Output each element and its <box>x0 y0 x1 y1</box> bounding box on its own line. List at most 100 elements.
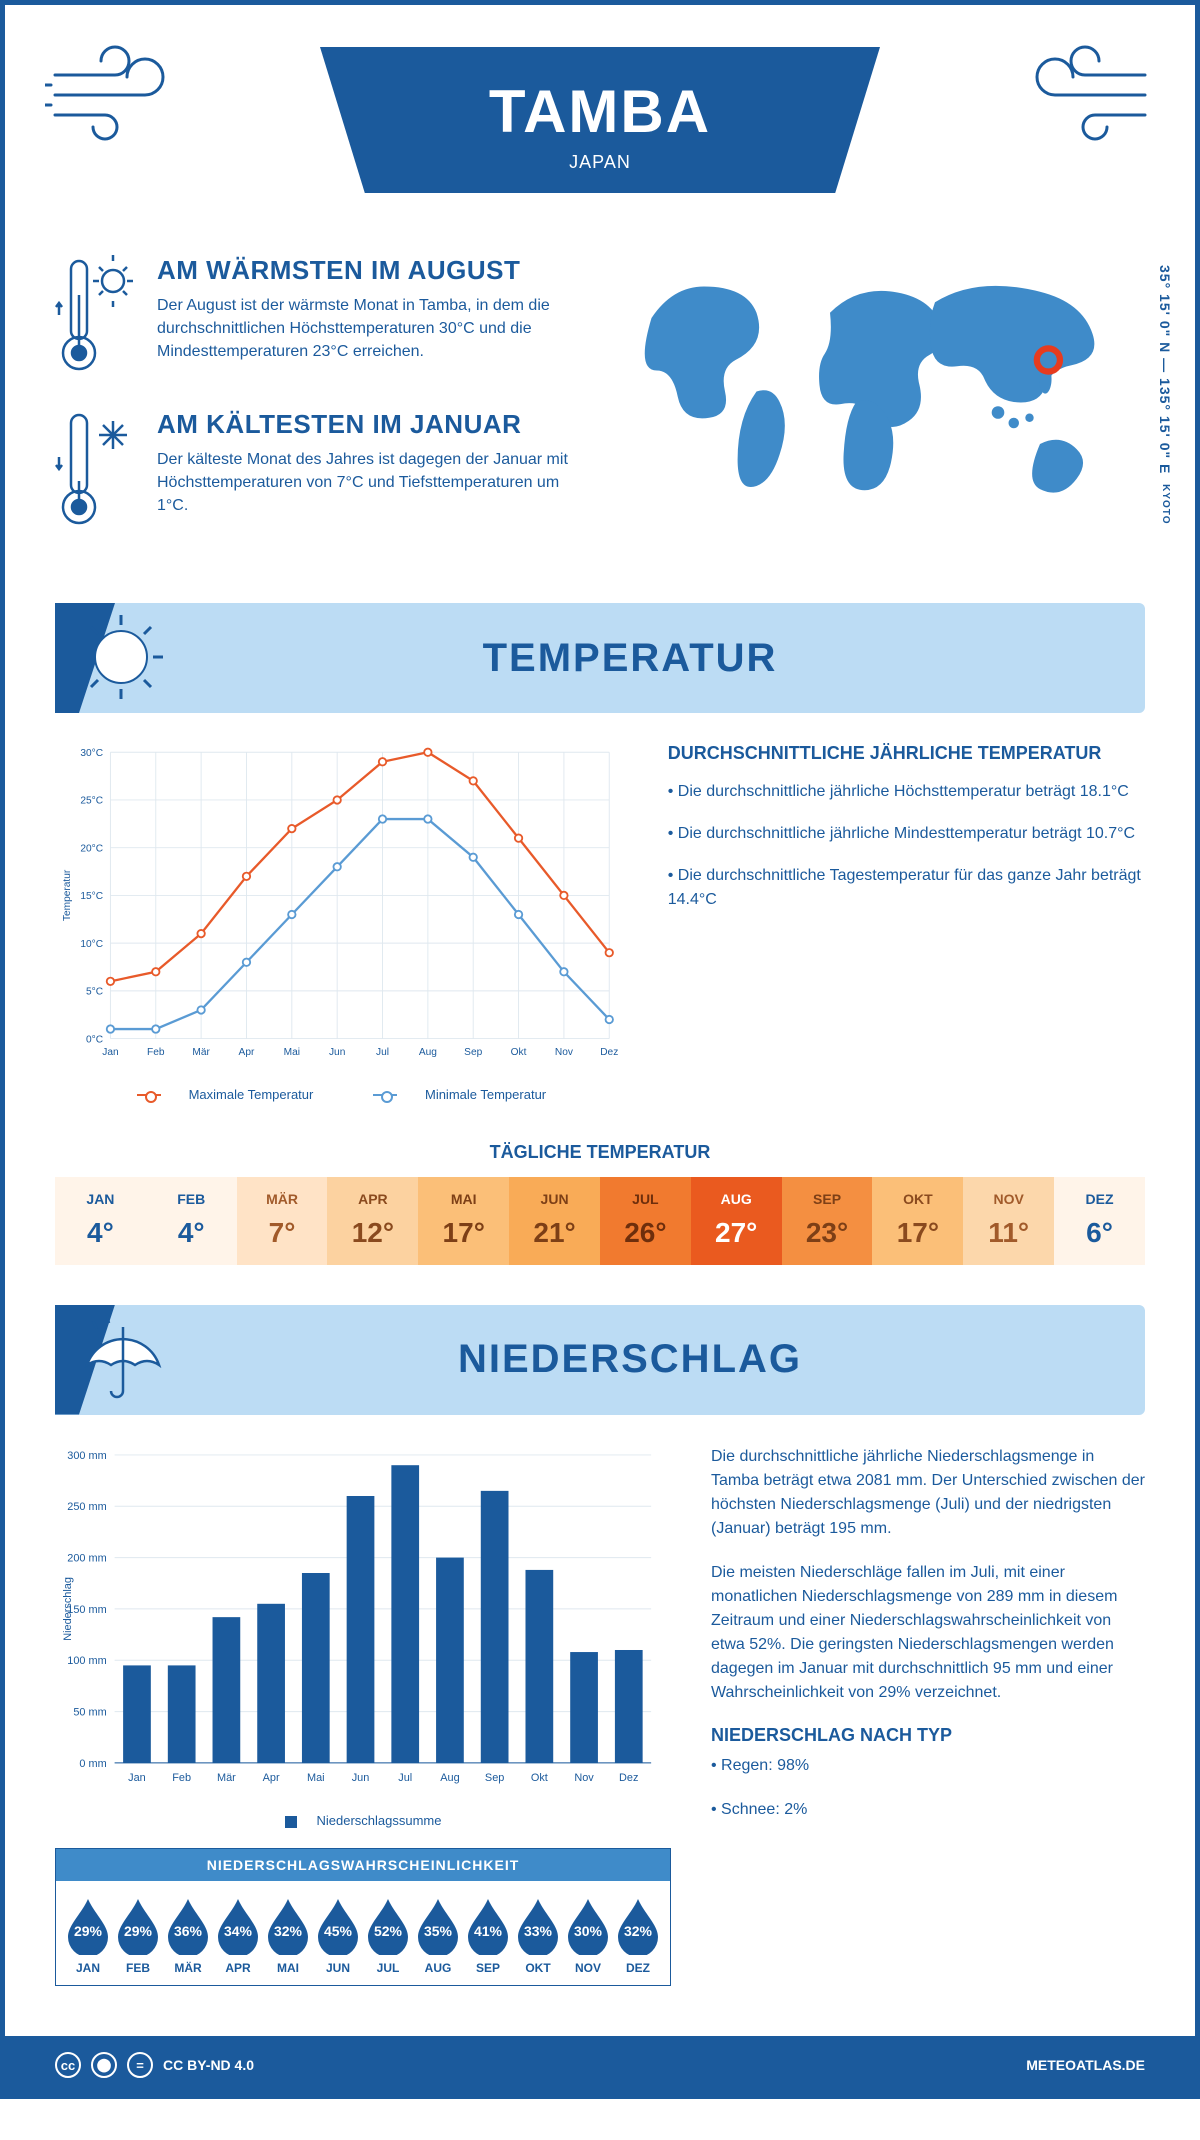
svg-text:Apr: Apr <box>263 1771 280 1783</box>
svg-text:20°C: 20°C <box>80 843 103 854</box>
svg-text:0 mm: 0 mm <box>79 1757 106 1769</box>
prob-drop: 30% NOV <box>564 1897 612 1975</box>
svg-text:Niederschlag: Niederschlag <box>62 1577 74 1641</box>
daily-cell: SEP23° <box>782 1177 873 1265</box>
temp-legend: .lg-sw[style*="e85a2a"]::after{border:2p… <box>55 1087 628 1102</box>
coldest-text: Der kälteste Monat des Jahres ist dagege… <box>157 448 580 518</box>
temp-chart: 0°C 5°C 10°C 15°C 20°C 25°C 30°C Jan Feb Mär Apr Ma… <box>55 743 628 1102</box>
prob-drop: 45% JUN <box>314 1897 362 1975</box>
daily-temp-row: JAN4°FEB4°MÄR7°APR12°MAI17°JUN21°JUL26°A… <box>55 1177 1145 1265</box>
wind-icon <box>45 45 185 145</box>
svg-text:Jan: Jan <box>102 1047 118 1058</box>
svg-text:10°C: 10°C <box>80 939 103 950</box>
coldest-block: AM KÄLTESTEN IM JANUAR Der kälteste Mona… <box>55 409 580 529</box>
precip-chart: 0 mm50 mm100 mm150 mm200 mm250 mm300 mmJ… <box>55 1445 671 1803</box>
precip-para1: Die durchschnittliche jährliche Niedersc… <box>711 1445 1145 1541</box>
svg-text:Jun: Jun <box>329 1047 345 1058</box>
svg-text:50 mm: 50 mm <box>73 1706 106 1718</box>
world-map <box>620 255 1145 528</box>
svg-text:250 mm: 250 mm <box>67 1501 106 1513</box>
umbrella-icon <box>73 1311 169 1407</box>
city-title: TAMBA <box>460 77 740 146</box>
country-subtitle: JAPAN <box>460 152 740 173</box>
warmest-text: Der August ist der wärmste Monat in Tamb… <box>157 294 580 364</box>
license: cc ⬤ = CC BY-ND 4.0 <box>55 2052 254 2078</box>
svg-text:Mär: Mär <box>217 1771 236 1783</box>
prob-drop: 52% JUL <box>364 1897 412 1975</box>
header: TAMBA JAPAN <box>5 5 1195 235</box>
coords-label: 35° 15' 0" N — 135° 15' 0" E KYOTO <box>1157 265 1173 525</box>
temp-section-title: TEMPERATUR <box>115 636 1145 681</box>
prob-drop: 34% APR <box>214 1897 262 1975</box>
daily-cell: DEZ6° <box>1054 1177 1145 1265</box>
prob-drop: 29% JAN <box>64 1897 112 1975</box>
svg-text:Temperatur: Temperatur <box>62 869 73 921</box>
daily-cell: NOV11° <box>963 1177 1054 1265</box>
page: TAMBA JAPAN <box>0 0 1200 2099</box>
avg-temp-b2: • Die durchschnittliche jährliche Mindes… <box>668 822 1145 846</box>
precip-legend: Niederschlagssumme <box>55 1813 671 1828</box>
svg-text:Jun: Jun <box>352 1771 370 1783</box>
svg-text:Apr: Apr <box>239 1047 255 1058</box>
svg-text:Sep: Sep <box>464 1047 482 1058</box>
thermometer-cold-icon <box>55 409 135 529</box>
daily-cell: AUG27° <box>691 1177 782 1265</box>
daily-cell: JUN21° <box>509 1177 600 1265</box>
svg-text:100 mm: 100 mm <box>67 1655 106 1667</box>
daily-cell: JUL26° <box>600 1177 691 1265</box>
intro-row: AM WÄRMSTEN IM AUGUST Der August ist der… <box>5 235 1195 593</box>
svg-text:Jul: Jul <box>376 1047 389 1058</box>
daily-cell: FEB4° <box>146 1177 237 1265</box>
daily-cell: MAI17° <box>418 1177 509 1265</box>
svg-text:0°C: 0°C <box>86 1034 103 1045</box>
svg-text:Mai: Mai <box>284 1047 300 1058</box>
footer: cc ⬤ = CC BY-ND 4.0 METEOATLAS.DE <box>5 2036 1195 2094</box>
thermometer-hot-icon <box>55 255 135 375</box>
daily-cell: JAN4° <box>55 1177 146 1265</box>
precip-section-bar: NIEDERSCHLAG <box>55 1305 1145 1415</box>
prob-drop: 33% OKT <box>514 1897 562 1975</box>
svg-text:Sep: Sep <box>485 1771 504 1783</box>
temp-section-bar: TEMPERATUR <box>55 603 1145 713</box>
svg-text:25°C: 25°C <box>80 796 103 807</box>
svg-text:Aug: Aug <box>419 1047 437 1058</box>
svg-text:Jul: Jul <box>398 1771 412 1783</box>
svg-text:5°C: 5°C <box>86 987 103 998</box>
svg-text:Okt: Okt <box>511 1047 527 1058</box>
svg-text:Okt: Okt <box>531 1771 548 1783</box>
warmest-title: AM WÄRMSTEN IM AUGUST <box>157 255 580 286</box>
precip-type2: • Schnee: 2% <box>711 1798 1145 1822</box>
daily-cell: MÄR7° <box>237 1177 328 1265</box>
svg-text:Mär: Mär <box>192 1047 210 1058</box>
warmest-block: AM WÄRMSTEN IM AUGUST Der August ist der… <box>55 255 580 375</box>
precip-type1: • Regen: 98% <box>711 1754 1145 1778</box>
svg-text:Jan: Jan <box>128 1771 146 1783</box>
svg-text:Dez: Dez <box>600 1047 618 1058</box>
sun-icon <box>73 609 169 705</box>
svg-text:15°C: 15°C <box>80 891 103 902</box>
prob-drop: 29% FEB <box>114 1897 162 1975</box>
prob-drop: 35% AUG <box>414 1897 462 1975</box>
precip-para2: Die meisten Niederschläge fallen im Juli… <box>711 1561 1145 1705</box>
avg-temp-title: DURCHSCHNITTLICHE JÄHRLICHE TEMPERATUR <box>668 743 1145 764</box>
daily-cell: APR12° <box>327 1177 418 1265</box>
prob-title: NIEDERSCHLAGSWAHRSCHEINLICHKEIT <box>56 1849 670 1881</box>
svg-text:Feb: Feb <box>147 1047 165 1058</box>
svg-text:30°C: 30°C <box>80 748 103 759</box>
wind-icon <box>1015 45 1155 145</box>
svg-text:Feb: Feb <box>172 1771 191 1783</box>
svg-text:200 mm: 200 mm <box>67 1552 106 1564</box>
prob-drop: 41% SEP <box>464 1897 512 1975</box>
prob-drop: 32% DEZ <box>614 1897 662 1975</box>
precip-section-title: NIEDERSCHLAG <box>115 1337 1145 1382</box>
avg-temp-b1: • Die durchschnittliche jährliche Höchst… <box>668 780 1145 804</box>
svg-text:Mai: Mai <box>307 1771 325 1783</box>
precip-prob-box: NIEDERSCHLAGSWAHRSCHEINLICHKEIT 29% JAN … <box>55 1848 671 1986</box>
svg-text:Dez: Dez <box>619 1771 638 1783</box>
by-icon: ⬤ <box>91 2052 117 2078</box>
avg-temp-b3: • Die durchschnittliche Tagestemperatur … <box>668 864 1145 912</box>
daily-cell: OKT17° <box>872 1177 963 1265</box>
coldest-title: AM KÄLTESTEN IM JANUAR <box>157 409 580 440</box>
svg-text:Nov: Nov <box>555 1047 574 1058</box>
prob-drop: 32% MAI <box>264 1897 312 1975</box>
